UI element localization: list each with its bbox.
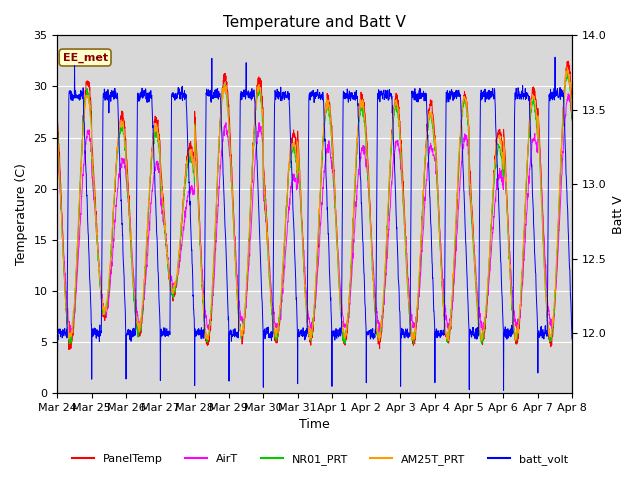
batt_volt [340, 90, 348, 96]
batt_volt [464, 297, 472, 302]
Line: PanelTemp: PanelTemp [58, 61, 572, 349]
Line: batt_volt: batt_volt [58, 57, 572, 391]
Text: EE_met: EE_met [63, 52, 108, 63]
Line: AirT: AirT [58, 94, 572, 335]
AirT [523, 212, 531, 217]
Title: Temperature and Batt V: Temperature and Batt V [223, 15, 406, 30]
Line: AM25T_PRT: AM25T_PRT [58, 67, 572, 341]
X-axis label: Time: Time [300, 419, 330, 432]
NR01_PRT [537, 187, 545, 192]
batt_volt [537, 325, 545, 331]
NR01_PRT [478, 341, 486, 347]
PanelTemp [197, 256, 205, 262]
batt_volt [54, 388, 61, 394]
AirT [67, 332, 75, 337]
NR01_PRT [197, 256, 205, 262]
batt_volt [568, 336, 576, 342]
AirT [537, 170, 545, 176]
AM25T_PRT [376, 338, 383, 344]
PanelTemp [568, 96, 576, 101]
AirT [197, 247, 205, 253]
NR01_PRT [340, 337, 348, 343]
PanelTemp [340, 339, 348, 345]
NR01_PRT [523, 176, 531, 182]
AirT [54, 149, 61, 155]
AM25T_PRT [197, 255, 205, 261]
NR01_PRT [568, 118, 576, 123]
Y-axis label: Temperature (C): Temperature (C) [15, 163, 28, 265]
AM25T_PRT [523, 170, 531, 176]
AM25T_PRT [564, 64, 572, 70]
batt_volt [551, 54, 559, 60]
AirT [564, 91, 572, 96]
NR01_PRT [464, 122, 472, 128]
AirT [330, 178, 337, 184]
AM25T_PRT [464, 114, 472, 120]
Legend: PanelTemp, AirT, NR01_PRT, AM25T_PRT, batt_volt: PanelTemp, AirT, NR01_PRT, AM25T_PRT, ba… [68, 450, 572, 469]
NR01_PRT [54, 122, 61, 128]
AM25T_PRT [54, 132, 61, 138]
AirT [464, 136, 472, 142]
NR01_PRT [330, 164, 337, 169]
AM25T_PRT [340, 336, 348, 342]
PanelTemp [564, 58, 572, 64]
Y-axis label: Batt V: Batt V [612, 195, 625, 234]
PanelTemp [464, 116, 472, 121]
batt_volt [197, 336, 205, 341]
AM25T_PRT [330, 158, 337, 164]
PanelTemp [330, 156, 337, 162]
Line: NR01_PRT: NR01_PRT [58, 73, 572, 344]
PanelTemp [54, 113, 61, 119]
PanelTemp [65, 347, 73, 352]
AM25T_PRT [537, 186, 545, 192]
batt_volt [330, 332, 337, 337]
batt_volt [523, 90, 531, 96]
PanelTemp [537, 167, 545, 173]
AirT [340, 324, 348, 330]
NR01_PRT [563, 70, 571, 76]
AM25T_PRT [568, 110, 576, 116]
PanelTemp [523, 174, 531, 180]
AirT [568, 114, 576, 120]
